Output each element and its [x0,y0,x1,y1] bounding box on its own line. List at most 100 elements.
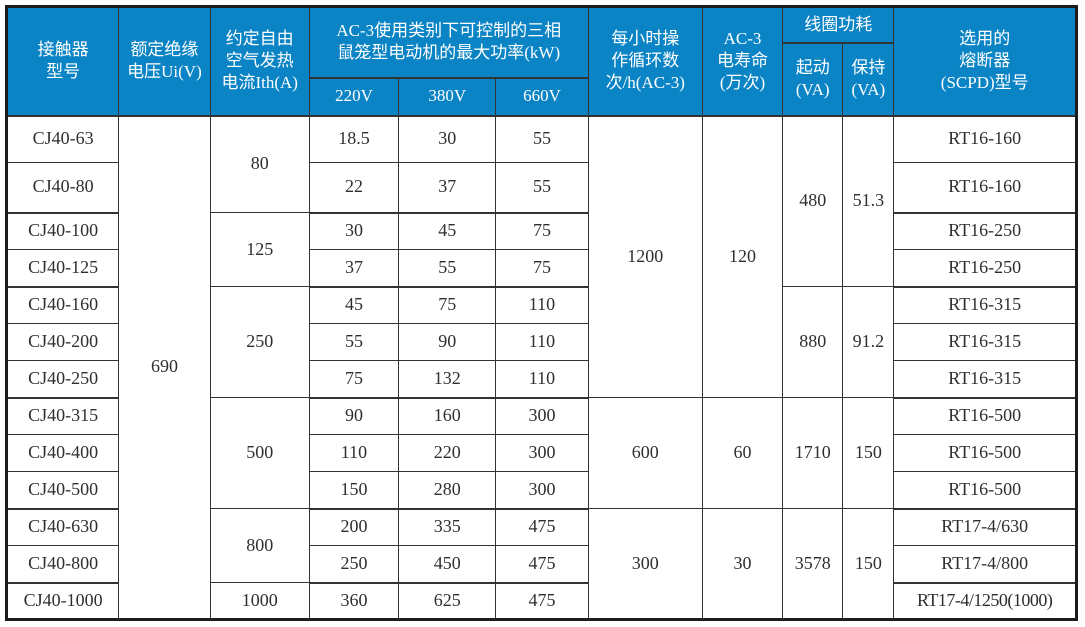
header-max-power: AC-3使用类别下可控制的三相 鼠笼型电动机的最大功率(kW) [308,6,589,79]
cell-kw220: 18.5 [308,115,400,163]
table-row: CJ40-1000 1000 360 625 475 RT17-4/1250(1… [5,582,1077,620]
cell-ops-per-hour: 1200 [587,115,703,398]
cell-ops-per-hour: 600 [587,397,703,509]
cell-thermal-current: 500 [209,397,310,509]
cell-coil-start: 480 [782,115,844,287]
cell-model: CJ40-125 [5,249,120,288]
cell-model: CJ40-315 [5,397,120,435]
table-header: 接触器 型号 额定绝缘 电压Ui(V) 约定自由 空气发热 电流Ith(A) A… [5,6,1077,117]
cell-fuse: RT16-250 [893,212,1077,250]
table-row: CJ40-160 250 45 75 110 880 91.2 RT16-315 [5,286,1077,398]
cell-insulation-voltage: 690 [118,115,211,620]
header-220v: 220V [308,77,400,117]
cell-model: CJ40-100 [5,212,120,250]
header-ops-per-hour: 每小时操 作循环数 次/h(AC-3) [587,6,703,117]
cell-kw220: 110 [308,434,400,472]
table-row: CJ40-80 22 37 55 RT16-160 [5,162,1077,214]
cell-kw380: 132 [398,360,497,399]
cell-fuse: RT16-500 [893,434,1077,472]
cell-fuse: RT16-500 [893,397,1077,435]
cell-fuse: RT16-250 [893,249,1077,288]
cell-kw380: 220 [398,434,497,472]
cell-model: CJ40-630 [5,508,120,546]
table-body: CJ40-63 690 80 18.5 30 55 1200 120 480 5… [5,115,1077,620]
cell-kw220: 30 [308,212,400,250]
cell-kw660: 475 [495,545,589,584]
cell-model: CJ40-80 [5,162,120,214]
cell-kw220: 150 [308,471,400,510]
table-row: CJ40-250 75 132 110 RT16-315 [5,360,1077,399]
cell-kw220: 250 [308,545,400,584]
cell-kw660: 75 [495,249,589,288]
cell-kw380: 55 [398,249,497,288]
cell-thermal-current: 125 [209,212,310,287]
table-row: CJ40-63 690 80 18.5 30 55 1200 120 480 5… [5,115,1077,620]
cell-coil-start: 880 [782,286,844,398]
cell-coil-hold: 91.2 [842,286,895,398]
cell-kw380: 30 [398,115,497,163]
table-row: CJ40-630 800 200 335 475 300 30 3578 150… [5,508,1077,620]
cell-kw220: 55 [308,323,400,361]
cell-kw660: 300 [495,397,589,435]
cell-coil-start: 1710 [782,397,844,509]
cell-electrical-life: 30 [701,508,784,620]
cell-model: CJ40-1000 [5,582,120,620]
cell-thermal-current: 1000 [209,582,310,620]
cell-kw660: 300 [495,434,589,472]
cell-fuse: RT16-500 [893,471,1077,510]
cell-model: CJ40-500 [5,471,120,510]
cell-kw380: 335 [398,508,497,546]
cell-kw380: 450 [398,545,497,584]
header-coil-start: 起动 (VA) [782,42,844,117]
header-coil-hold: 保持 (VA) [842,42,895,117]
cell-model: CJ40-63 [5,115,120,163]
table-row: CJ40-315 500 90 160 300 600 60 1710 150 … [5,397,1077,509]
cell-ops-per-hour: 300 [587,508,703,620]
cell-kw660: 110 [495,286,589,324]
cell-kw380: 45 [398,212,497,250]
cell-kw220: 200 [308,508,400,546]
cell-kw380: 37 [398,162,497,214]
cell-kw380: 625 [398,582,497,620]
cell-model: CJ40-250 [5,360,120,399]
cell-fuse: RT16-160 [893,162,1077,214]
cell-kw660: 110 [495,323,589,361]
cell-kw220: 45 [308,286,400,324]
cell-model: CJ40-800 [5,545,120,584]
cell-kw660: 300 [495,471,589,510]
cell-coil-hold: 51.3 [842,115,895,287]
header-insulation-voltage: 额定绝缘 电压Ui(V) [118,6,211,117]
table-row: CJ40-400 110 220 300 RT16-500 [5,434,1077,472]
cell-model: CJ40-160 [5,286,120,324]
contactor-spec-table: 接触器 型号 额定绝缘 电压Ui(V) 约定自由 空气发热 电流Ith(A) A… [5,5,1078,621]
cell-fuse: RT16-160 [893,115,1077,163]
header-fuse-type: 选用的 熔断器 (SCPD)型号 [893,6,1077,117]
cell-kw660: 110 [495,360,589,399]
table-row: CJ40-125 37 55 75 RT16-250 [5,249,1077,288]
header-coil-power: 线圈功耗 [782,6,895,44]
header-380v: 380V [398,77,497,117]
cell-model: CJ40-200 [5,323,120,361]
table-row: CJ40-800 250 450 475 RT17-4/800 [5,545,1077,584]
cell-kw220: 75 [308,360,400,399]
cell-fuse: RT16-315 [893,360,1077,399]
table-row: CJ40-200 55 90 110 RT16-315 [5,323,1077,361]
cell-kw380: 280 [398,471,497,510]
cell-coil-hold: 150 [842,508,895,620]
cell-kw660: 475 [495,508,589,546]
cell-thermal-current: 250 [209,286,310,398]
cell-fuse: RT17-4/1250(1000) [893,582,1077,620]
table-row: CJ40-100 125 30 45 75 RT16-250 [5,212,1077,287]
cell-fuse: RT17-4/800 [893,545,1077,584]
cell-kw380: 160 [398,397,497,435]
cell-fuse: RT16-315 [893,323,1077,361]
header-contactor-model: 接触器 型号 [5,6,120,117]
cell-electrical-life: 60 [701,397,784,509]
cell-kw380: 90 [398,323,497,361]
cell-model: CJ40-400 [5,434,120,472]
cell-coil-start: 3578 [782,508,844,620]
cell-thermal-current: 800 [209,508,310,583]
header-thermal-current: 约定自由 空气发热 电流Ith(A) [209,6,310,117]
cell-kw220: 37 [308,249,400,288]
